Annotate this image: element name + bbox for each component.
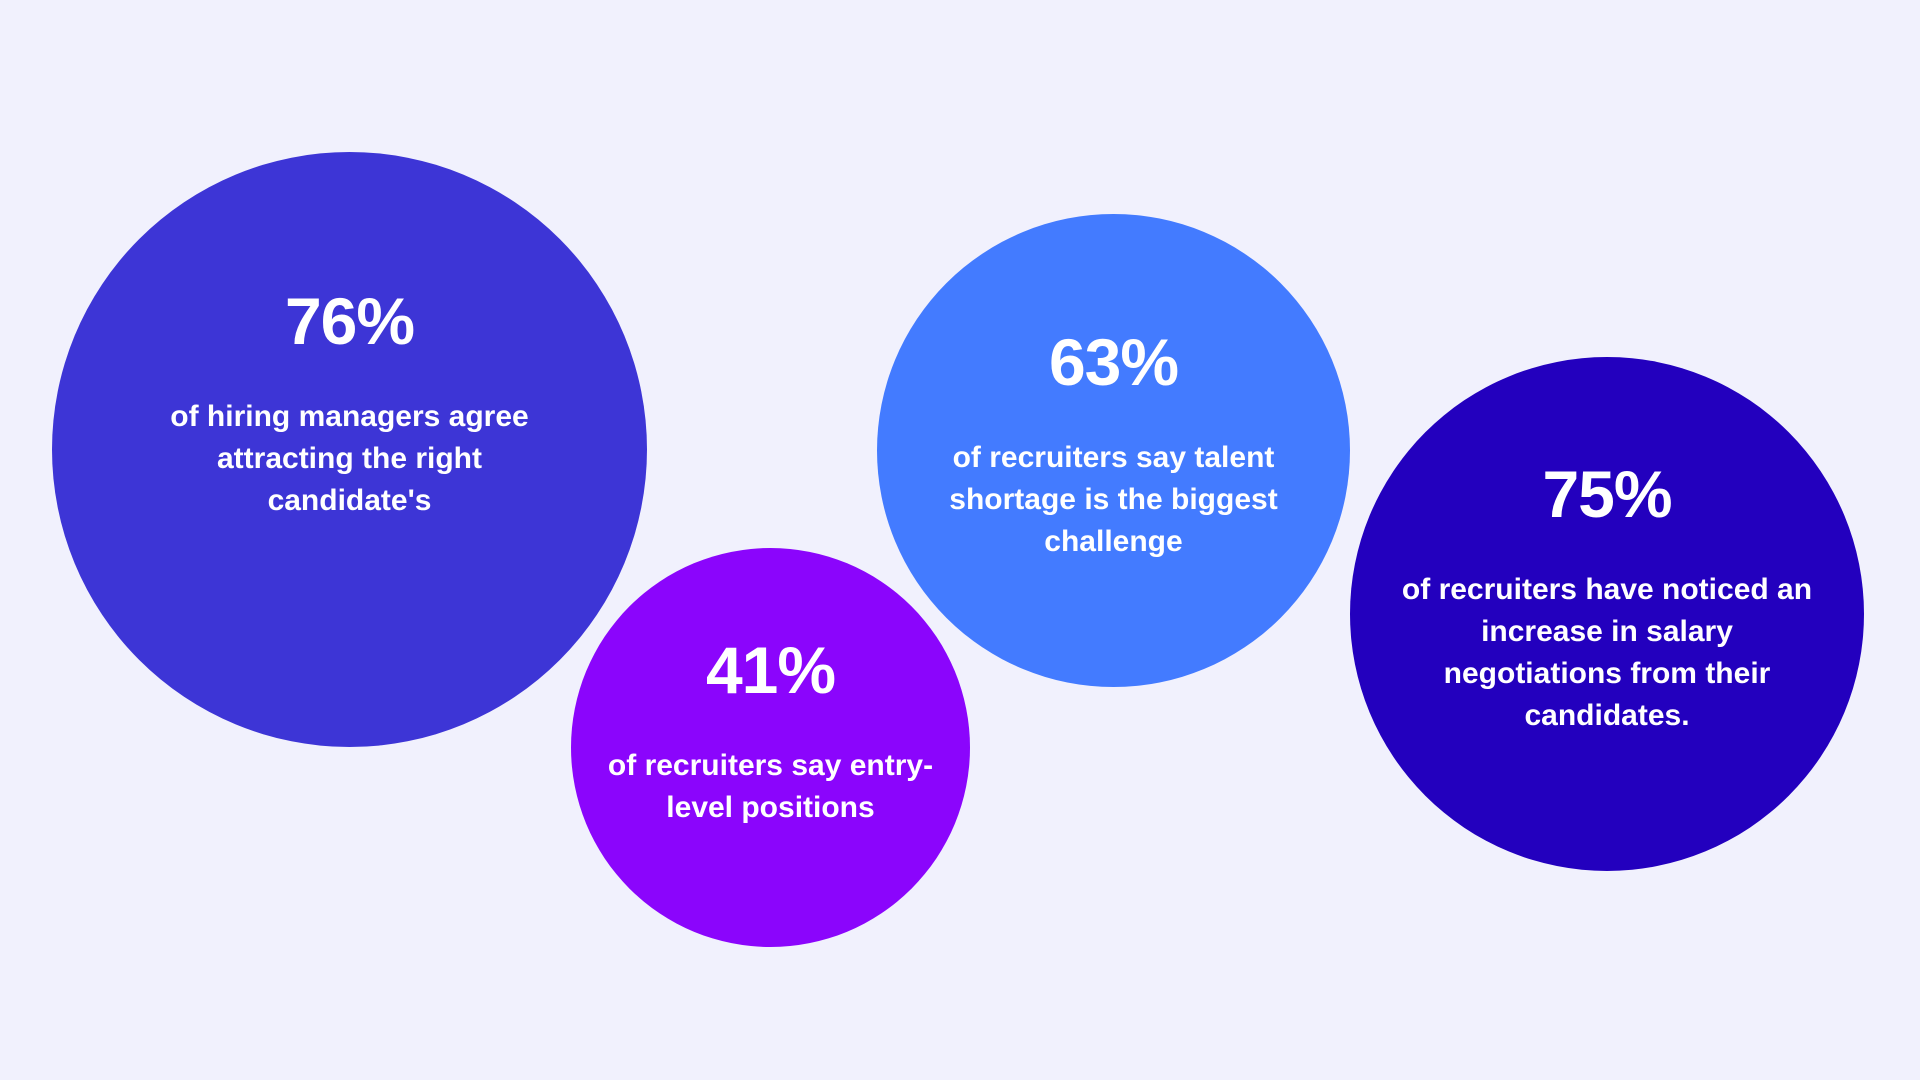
stat-description: of recruiters say entry-level positions [607,748,934,824]
stat-value: 75% [1542,457,1672,531]
stat-description: of recruiters say talent shortage is the… [949,440,1278,558]
stat-bubble-entry-level: 41% of recruiters say entry-level positi… [571,548,970,947]
stat-value: 63% [1048,324,1179,399]
stat-bubble-hiring-managers: 76% of hiring managers agree attracting … [52,152,647,747]
stat-value: 76% [284,283,415,358]
stat-value: 41% [705,632,836,707]
stat-description: of hiring managers agree attracting the … [170,399,529,517]
stat-bubble-salary-negotiations: 75% of recruiters have noticed an increa… [1350,357,1864,871]
stat-bubble-talent-shortage: 63% of recruiters say talent shortage is… [877,214,1350,687]
stat-description: of recruiters have noticed an increase i… [1401,573,1813,732]
